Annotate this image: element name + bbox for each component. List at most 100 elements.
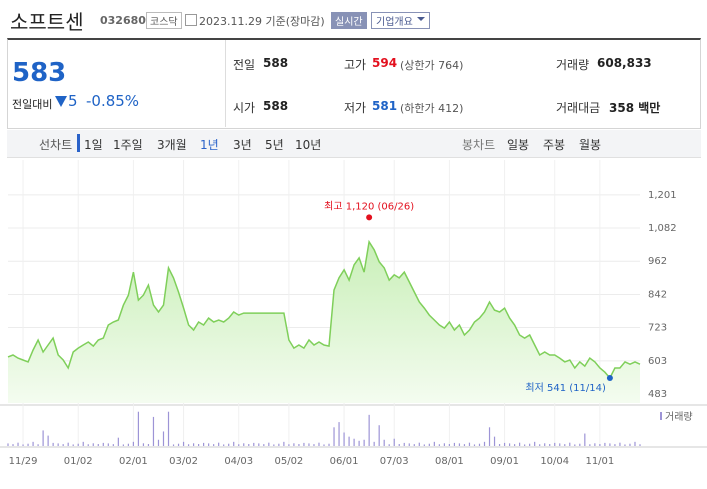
volume-bar [62,444,64,446]
volume-bar [127,443,129,446]
stat-label: 시가 [233,101,256,115]
tab[interactable]: 월봉 [579,138,602,152]
annotation-label: 최저 541 (11/14) [525,382,606,394]
volume-bar [323,444,325,446]
tab[interactable]: 일봉 [507,138,530,152]
volume-bar [624,444,626,446]
volume-bar [243,443,245,446]
volume-bar [253,442,255,446]
volume-bar [32,441,34,446]
volume-bar [67,442,69,446]
volume-bar [112,444,114,446]
volume-bar [539,444,541,446]
x-tick-label: 05/02 [274,456,303,467]
tab[interactable]: 3개월 [157,138,187,152]
volume-bar [238,444,240,446]
tab[interactable]: 주봉 [543,138,566,152]
volume-bar [549,444,551,446]
volume-bar [142,443,145,446]
volume-bar [248,444,250,446]
volume-bar [473,444,476,446]
tab-marker [77,134,80,152]
current-price: 583 [12,58,67,88]
tab-group-label: 봉차트 [462,138,496,152]
volume-bar [614,444,616,446]
legend-swatch [660,412,662,420]
x-tick-label: 11/01 [585,456,614,467]
volume-bar [529,443,531,446]
tab[interactable]: 3년 [233,138,252,152]
volume-bar [599,444,601,446]
x-tick-label: 01/02 [64,456,93,467]
volume-bar [303,442,305,446]
volume-bar [228,443,230,446]
x-tick-label: 08/01 [435,456,464,467]
volume-bar [564,444,566,446]
tab[interactable]: 5년 [265,138,284,152]
volume-bar [82,441,84,446]
volume-bar [192,443,195,446]
volume-bar [544,443,546,446]
volume-bar [283,441,285,446]
stat-value: 358 백만 [609,101,661,115]
volume-bar [423,444,425,446]
volume-bar [458,443,461,446]
volume-bar [313,444,315,446]
change: 5 [68,92,78,110]
volume-bar [47,435,49,446]
stat-value: 581 [372,99,398,113]
tab[interactable]: 1주일 [113,138,143,152]
tab[interactable]: 1년 [200,138,219,152]
volume-bar [534,441,536,446]
realtime-button[interactable]: 실시간 [331,12,367,29]
x-tick-label: 03/02 [169,456,198,467]
volume-bar [378,425,380,446]
date: 2023.11.29 기준(장마감) [199,15,325,28]
x-tick-label: 07/03 [380,456,409,467]
volume-bar [443,443,445,446]
volume-bar [97,444,99,446]
volume-bar [162,431,165,446]
volume-bar [92,443,94,446]
volume-bar [333,427,335,446]
volume-bar [258,443,260,446]
volume-bar [554,442,556,446]
volume-bar [172,444,175,446]
volume-bar [87,444,89,446]
volume-bar [22,444,24,446]
volume-bar [233,441,235,446]
x-tick-label: 06/01 [330,456,359,467]
volume-bar [343,432,345,446]
tab[interactable]: 1일 [84,138,103,152]
volume-bar [498,444,501,446]
summary-box [7,38,701,129]
volume-bar [167,411,170,446]
tab[interactable]: 10년 [295,138,322,152]
volume-bar [448,444,450,446]
volume-bar [147,444,150,446]
volume-bar [433,441,435,446]
volume-bar [308,443,310,446]
dropdown-arrow [416,17,425,25]
volume-bar [584,433,586,446]
volume-bar [483,441,486,446]
volume-bar [298,444,300,446]
y-tick-label: 483 [648,389,667,400]
volume-bar [403,442,405,446]
stat-note: (하한가 412) [400,102,464,115]
stat-label: 저가 [344,101,367,115]
volume-bar [42,430,44,446]
volume-bar [398,444,400,446]
stat-value: 608,833 [597,56,652,70]
volume-bar [428,443,430,446]
volume-bar [634,441,636,446]
legend-label: 거래량 [665,411,693,423]
stat-label: 거래대금 [556,101,601,115]
company-label: 기업개요 [376,17,413,28]
volume-bar [278,443,280,446]
y-tick-label: 842 [648,290,667,301]
volume-bar [579,443,581,446]
stat-note: (상한가 764) [400,59,464,72]
volume-bar [609,443,611,446]
company-button[interactable]: 기업개요 [371,12,430,29]
